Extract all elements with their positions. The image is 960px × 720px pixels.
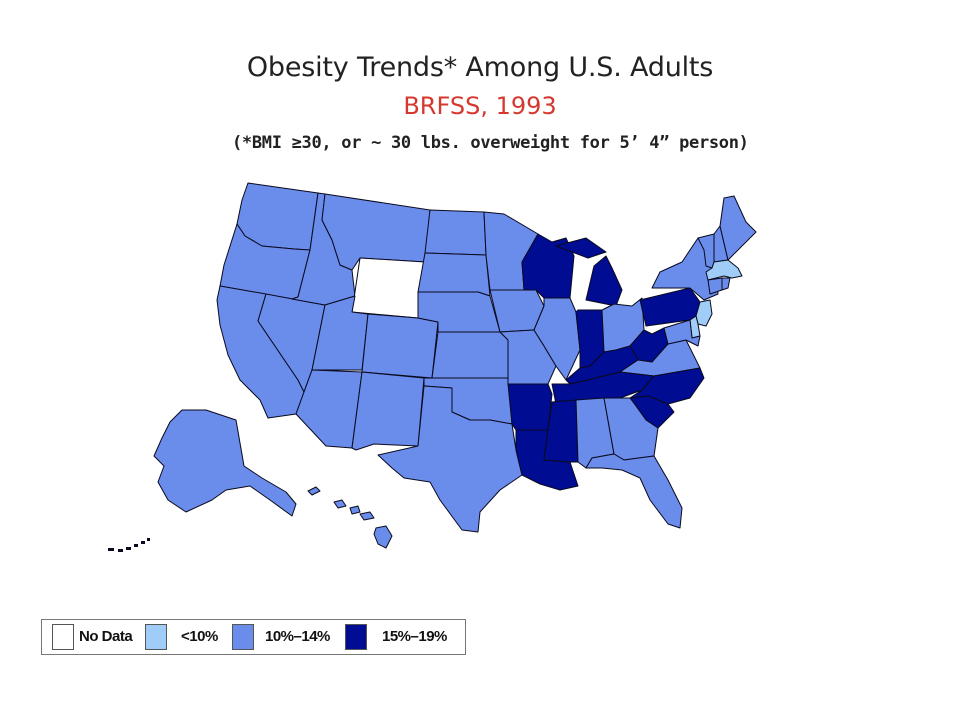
legend-label-15-19: 15%–19%	[382, 628, 447, 645]
state-WI[interactable]	[521, 233, 575, 299]
state-MD[interactable]	[663, 319, 701, 347]
state-FL[interactable]	[585, 453, 683, 529]
state-KS[interactable]	[431, 331, 509, 379]
legend-label-10-14: 10%–14%	[265, 628, 330, 645]
legend-label-no-data: No Data	[79, 628, 133, 645]
state-SD[interactable]	[417, 252, 491, 297]
legend-swatch-no-data	[52, 624, 74, 650]
map-subtitle: BRFSS, 1993	[403, 92, 557, 120]
state-TX[interactable]	[377, 385, 523, 533]
legend-swatch-lt10	[145, 624, 167, 650]
state-RI[interactable]	[721, 277, 731, 291]
state-ND[interactable]	[424, 209, 487, 256]
map-title: Obesity Trends* Among U.S. Adults	[246, 52, 714, 83]
state-IL[interactable]	[533, 297, 581, 381]
legend-swatch-10-14	[232, 624, 254, 650]
bmi-footnote: (*BMI ≥30, or ~ 30 lbs. overweight for 5…	[232, 133, 749, 153]
map-legend: No Data <10% 10%–14% 15%–19%	[41, 619, 466, 655]
alaska-aleutian-islands	[108, 538, 150, 552]
state-WY[interactable]	[351, 257, 426, 319]
legend-swatch-15-19	[345, 624, 367, 650]
state-HI[interactable]	[307, 486, 393, 549]
state-ME[interactable]	[719, 195, 757, 261]
state-MA[interactable]	[705, 259, 743, 281]
state-CO[interactable]	[361, 313, 439, 379]
state-AR[interactable]	[507, 383, 553, 431]
legend-label-lt10: <10%	[181, 628, 218, 645]
state-CT[interactable]	[707, 277, 723, 295]
state-NM[interactable]	[351, 371, 425, 451]
state-AK[interactable]	[153, 409, 297, 517]
